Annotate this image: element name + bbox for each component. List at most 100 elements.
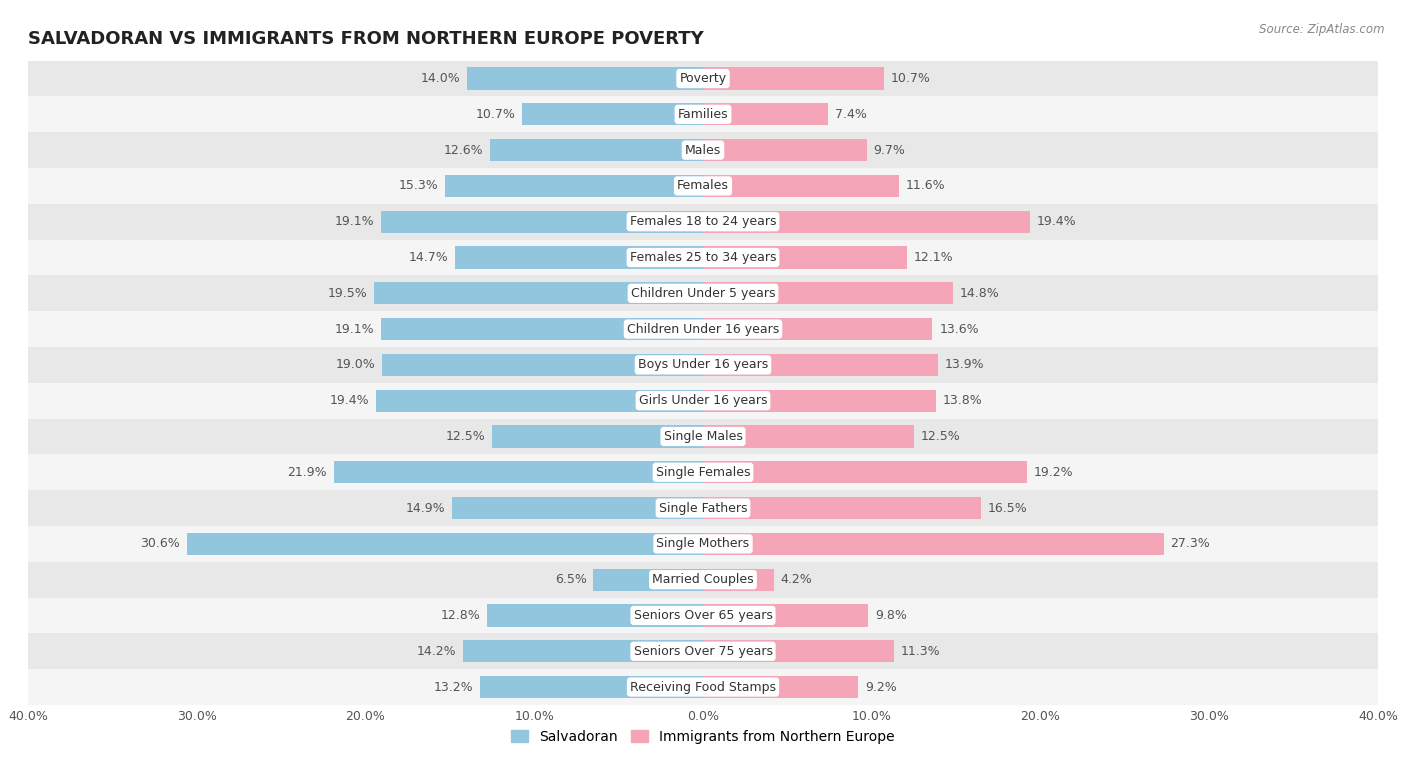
Text: 19.0%: 19.0% <box>336 359 375 371</box>
Bar <box>467 67 703 89</box>
Text: 9.8%: 9.8% <box>875 609 907 622</box>
Legend: Salvadoran, Immigrants from Northern Europe: Salvadoran, Immigrants from Northern Eur… <box>506 725 900 750</box>
Text: 10.7%: 10.7% <box>890 72 931 85</box>
Bar <box>28 132 1378 168</box>
Text: Females 18 to 24 years: Females 18 to 24 years <box>630 215 776 228</box>
Text: Boys Under 16 years: Boys Under 16 years <box>638 359 768 371</box>
Text: Seniors Over 75 years: Seniors Over 75 years <box>634 645 772 658</box>
Text: 12.6%: 12.6% <box>444 143 484 157</box>
Bar <box>703 461 1026 484</box>
Text: 12.1%: 12.1% <box>914 251 953 264</box>
Text: 13.6%: 13.6% <box>939 323 979 336</box>
Bar <box>28 312 1378 347</box>
Bar <box>703 246 907 268</box>
Text: 27.3%: 27.3% <box>1170 537 1211 550</box>
Bar <box>703 282 953 305</box>
Text: 14.7%: 14.7% <box>409 251 449 264</box>
Text: 19.2%: 19.2% <box>1033 465 1073 479</box>
Bar <box>28 61 1378 96</box>
Text: 19.1%: 19.1% <box>335 323 374 336</box>
Bar <box>381 211 703 233</box>
Text: Children Under 5 years: Children Under 5 years <box>631 287 775 300</box>
Bar <box>333 461 703 484</box>
Bar <box>28 454 1378 490</box>
Text: Receiving Food Stamps: Receiving Food Stamps <box>630 681 776 694</box>
Bar <box>374 282 703 305</box>
Text: Poverty: Poverty <box>679 72 727 85</box>
Text: 19.4%: 19.4% <box>1038 215 1077 228</box>
Bar <box>703 604 869 627</box>
Bar <box>703 67 883 89</box>
Text: 13.8%: 13.8% <box>942 394 983 407</box>
Bar <box>28 275 1378 312</box>
Text: 6.5%: 6.5% <box>555 573 586 586</box>
Text: 9.7%: 9.7% <box>873 143 905 157</box>
Text: 30.6%: 30.6% <box>141 537 180 550</box>
Bar <box>28 347 1378 383</box>
Text: Children Under 16 years: Children Under 16 years <box>627 323 779 336</box>
Text: 12.5%: 12.5% <box>446 430 485 443</box>
Bar <box>491 139 703 161</box>
Text: 13.9%: 13.9% <box>945 359 984 371</box>
Bar <box>28 634 1378 669</box>
Bar <box>464 641 703 662</box>
Bar <box>28 240 1378 275</box>
Bar <box>382 354 703 376</box>
Text: 19.5%: 19.5% <box>328 287 367 300</box>
Bar <box>523 103 703 125</box>
Text: Females 25 to 34 years: Females 25 to 34 years <box>630 251 776 264</box>
Text: 19.1%: 19.1% <box>335 215 374 228</box>
Text: Single Mothers: Single Mothers <box>657 537 749 550</box>
Bar <box>375 390 703 412</box>
Text: 14.8%: 14.8% <box>959 287 1000 300</box>
Bar <box>444 175 703 197</box>
Text: Married Couples: Married Couples <box>652 573 754 586</box>
Bar <box>703 139 866 161</box>
Text: Families: Families <box>678 108 728 121</box>
Text: 11.6%: 11.6% <box>905 180 945 193</box>
Text: 9.2%: 9.2% <box>865 681 897 694</box>
Bar <box>703 211 1031 233</box>
Text: 4.2%: 4.2% <box>780 573 813 586</box>
Text: 10.7%: 10.7% <box>475 108 516 121</box>
Bar <box>28 418 1378 454</box>
Bar <box>28 597 1378 634</box>
Bar <box>28 168 1378 204</box>
Text: Source: ZipAtlas.com: Source: ZipAtlas.com <box>1260 23 1385 36</box>
Bar <box>28 490 1378 526</box>
Bar <box>703 425 914 447</box>
Bar <box>486 604 703 627</box>
Bar <box>593 568 703 590</box>
Text: 16.5%: 16.5% <box>988 502 1028 515</box>
Bar <box>28 669 1378 705</box>
Text: 21.9%: 21.9% <box>287 465 326 479</box>
Bar <box>451 497 703 519</box>
Text: 12.5%: 12.5% <box>921 430 960 443</box>
Bar <box>703 641 894 662</box>
Text: 14.0%: 14.0% <box>420 72 460 85</box>
Bar <box>703 103 828 125</box>
Bar <box>187 533 703 555</box>
Bar <box>703 175 898 197</box>
Text: 14.9%: 14.9% <box>405 502 444 515</box>
Bar <box>28 562 1378 597</box>
Text: SALVADORAN VS IMMIGRANTS FROM NORTHERN EUROPE POVERTY: SALVADORAN VS IMMIGRANTS FROM NORTHERN E… <box>28 30 704 48</box>
Text: Single Females: Single Females <box>655 465 751 479</box>
Text: 12.8%: 12.8% <box>440 609 481 622</box>
Text: 14.2%: 14.2% <box>418 645 457 658</box>
Bar <box>703 390 936 412</box>
Text: Single Fathers: Single Fathers <box>659 502 747 515</box>
Text: 7.4%: 7.4% <box>835 108 866 121</box>
Text: Girls Under 16 years: Girls Under 16 years <box>638 394 768 407</box>
Bar <box>492 425 703 447</box>
Text: Single Males: Single Males <box>664 430 742 443</box>
Bar <box>28 204 1378 240</box>
Bar <box>703 354 938 376</box>
Bar <box>28 383 1378 418</box>
Text: 13.2%: 13.2% <box>434 681 474 694</box>
Text: 19.4%: 19.4% <box>329 394 368 407</box>
Text: 11.3%: 11.3% <box>900 645 941 658</box>
Bar <box>481 676 703 698</box>
Text: Males: Males <box>685 143 721 157</box>
Bar <box>381 318 703 340</box>
